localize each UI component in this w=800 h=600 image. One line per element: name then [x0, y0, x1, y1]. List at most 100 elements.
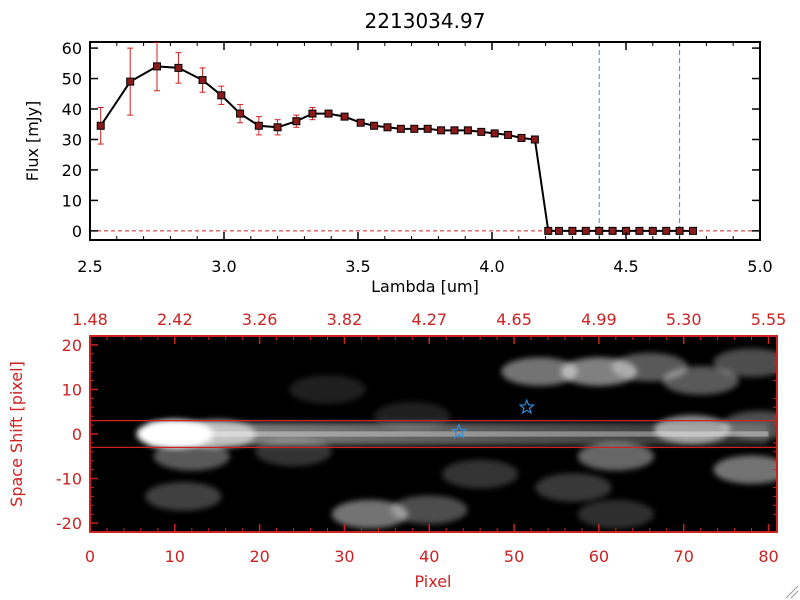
data-point	[340, 112, 349, 121]
spectrum-plot-frame	[89, 41, 761, 241]
data-point	[126, 77, 135, 86]
wavelength-tick-label: 1.48	[72, 310, 108, 329]
emission-blob	[713, 348, 777, 377]
data-point	[383, 123, 392, 132]
data-point	[198, 76, 207, 85]
flux-line	[99, 65, 693, 232]
emission-blob	[577, 499, 655, 529]
plot-title: 2213034.97	[365, 9, 486, 33]
spectrum-image-panel: 0 10 20 30 40 50 60 70 80 -20 -10 0 10 20 1.48 2.42 3.…	[7, 310, 787, 591]
emission-blob	[721, 410, 777, 440]
emission-blob	[535, 473, 612, 502]
pixel-tick-label: 50	[504, 547, 524, 566]
data-point	[555, 226, 563, 235]
data-point	[308, 109, 317, 118]
y-tick-label: 0	[72, 222, 82, 241]
emission-blob	[577, 442, 655, 471]
data-point	[450, 126, 459, 135]
data-point	[595, 226, 604, 235]
emission-blob	[153, 442, 230, 471]
data-point	[423, 124, 432, 133]
data-point	[568, 226, 577, 235]
spectrum-plot: 2213034.97 2.5 3.0 3.5 4.0 4.5 5.0 0 10 20 30 40 5…	[23, 9, 773, 296]
wavelength-tick-label: 4.99	[581, 310, 617, 329]
emission-blob	[145, 482, 222, 511]
space-shift-tick-label: 20	[62, 336, 82, 355]
pixel-tick-label: 10	[165, 547, 185, 566]
data-point	[608, 226, 617, 235]
y-tick-label: 30	[62, 130, 82, 149]
pixel-tick-label: 70	[674, 547, 694, 566]
space-shift-tick-label: -20	[56, 514, 82, 533]
wavelength-tick-label: 5.55	[751, 310, 787, 329]
emission-blob	[179, 419, 256, 449]
data-point	[689, 226, 697, 235]
y-tick-label: 50	[62, 70, 82, 89]
data-point	[504, 130, 513, 139]
data-point	[662, 226, 671, 235]
data-point	[174, 63, 183, 72]
data-point	[356, 118, 365, 127]
data-point	[530, 135, 539, 144]
emission-blob	[391, 495, 468, 524]
y-tick-label: 60	[62, 39, 82, 58]
wavelength-tick-label: 3.26	[242, 310, 278, 329]
data-point	[292, 117, 301, 126]
spectral-trace-core	[149, 431, 769, 437]
x-tick-label: 2.5	[77, 257, 102, 276]
source-star-marker	[450, 423, 468, 439]
emission-blob	[255, 437, 332, 467]
data-point	[96, 121, 105, 130]
data-point	[410, 124, 419, 133]
data-point	[675, 226, 684, 235]
space-shift-tick-label: 0	[72, 425, 82, 444]
data-point	[463, 126, 472, 135]
y-axis-label: Flux [mJy]	[23, 101, 42, 182]
data-point	[396, 124, 405, 133]
space-shift-axis-label: Space Shift [pixel]	[7, 361, 26, 507]
wavelength-tick-label: 3.82	[327, 310, 363, 329]
emission-blob	[654, 415, 731, 444]
data-point	[648, 226, 657, 235]
pixel-tick-label: 60	[589, 547, 609, 566]
wavelength-tick-label: 4.65	[496, 310, 532, 329]
emission-blob	[713, 455, 777, 484]
data-point	[477, 127, 486, 136]
data-point	[324, 109, 333, 118]
data-point	[273, 123, 282, 132]
data-point	[635, 226, 644, 235]
source-star-marker	[518, 398, 536, 415]
pixel-axis-label: Pixel	[414, 572, 451, 591]
data-point	[236, 109, 245, 118]
pixel-tick-label: 80	[758, 547, 778, 566]
data-point	[581, 226, 590, 235]
x-tick-label: 5.0	[747, 257, 772, 276]
y-tick-label: 20	[62, 161, 82, 180]
data-point	[153, 62, 161, 71]
x-tick-label: 4.0	[479, 257, 504, 276]
data-point	[254, 121, 263, 130]
wavelength-tick-label: 5.30	[666, 310, 702, 329]
emission-blob	[662, 366, 739, 395]
x-tick-label: 4.5	[613, 257, 638, 276]
emission-blob	[331, 499, 409, 529]
x-tick-label: 3.0	[211, 257, 236, 276]
data-point	[544, 226, 553, 235]
data-point	[490, 129, 499, 138]
y-tick-label: 40	[62, 100, 82, 119]
pixel-tick-label: 20	[249, 547, 269, 566]
pixel-tick-label: 30	[334, 547, 354, 566]
emission-blob	[289, 375, 366, 404]
data-point	[517, 133, 526, 142]
pixel-tick-label: 40	[419, 547, 439, 566]
data-point	[437, 126, 446, 135]
x-axis-label: Lambda [um]	[371, 277, 479, 296]
data-point	[217, 91, 226, 100]
emission-blob	[374, 401, 451, 431]
space-shift-tick-label: 10	[62, 380, 82, 399]
wavelength-tick-label: 4.27	[411, 310, 447, 329]
resize-grip-icon[interactable]	[785, 585, 799, 599]
pixel-tick-label: 0	[85, 547, 95, 566]
y-tick-label: 10	[62, 191, 82, 210]
